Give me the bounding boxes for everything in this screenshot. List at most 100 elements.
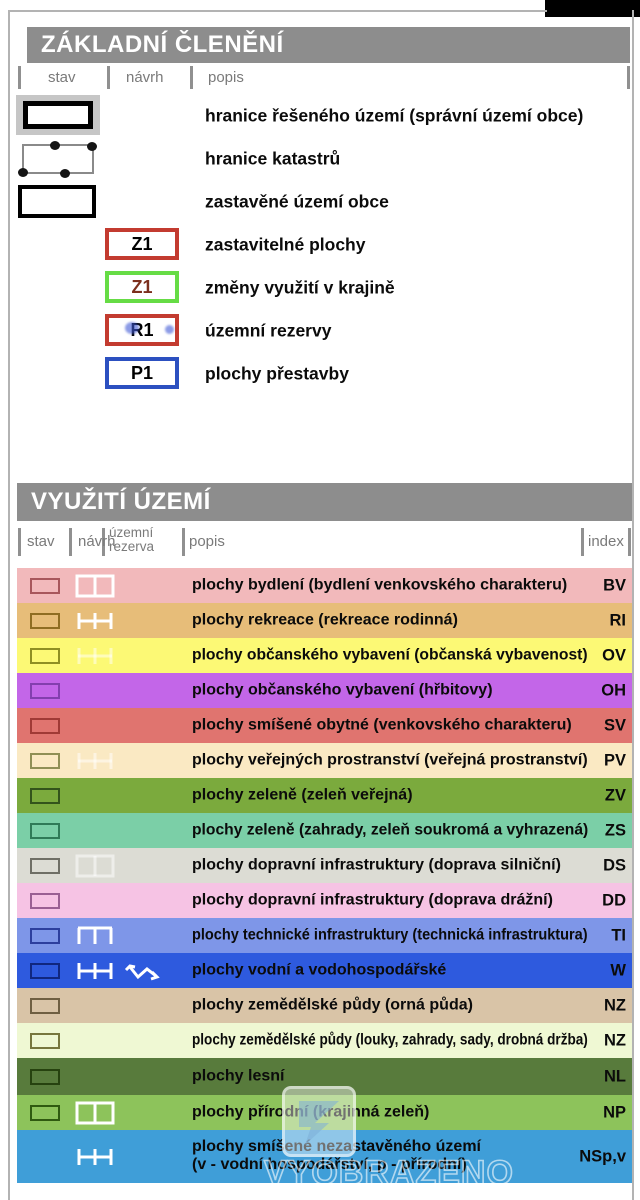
basic-legend-item: P1 plochy přestavby <box>8 352 632 395</box>
column-label-navrh: návrh <box>78 533 116 550</box>
row-label: plochy veřejných prostranství (veřejná p… <box>192 751 588 769</box>
stav-swatch-icon <box>30 647 60 664</box>
row-label: plochy smíšené nezastavěného území (v - v… <box>192 1137 481 1174</box>
basic-legend-items: hranice řešeného území (správní území ob… <box>8 94 632 395</box>
row-index: BV <box>603 576 626 594</box>
basic-item-label: hranice katastrů <box>205 148 341 168</box>
code-box-z1: Z1 <box>105 271 179 303</box>
row-label: plochy občanského vybavení (občanská vyb… <box>192 646 588 664</box>
row-index: DD <box>602 891 626 909</box>
frame-border-left <box>8 10 10 1200</box>
use-row-w: plochy vodní a vodohospodářské W <box>17 953 632 988</box>
row-index: NL <box>604 1067 626 1085</box>
basic-legend-item: R1 územní rezervy <box>8 309 632 352</box>
fence-icon <box>77 962 113 979</box>
row-index: NZ <box>604 996 626 1014</box>
basic-legend-item: Z1 změny využití v krajině <box>8 266 632 309</box>
basic-legend-item: hranice řešeného území (správní území ob… <box>8 94 632 137</box>
use-row-sv: plochy smíšené obytné (venkovského chara… <box>17 708 632 743</box>
row-label: plochy zeleně (zahrady, zeleň soukromá a… <box>192 821 589 839</box>
row-index: W <box>610 961 626 979</box>
stav-swatch-icon <box>30 1032 60 1049</box>
fence-icon <box>77 612 113 629</box>
cadastre-boundary-icon <box>18 141 97 178</box>
row-index: RI <box>609 611 627 629</box>
code-box-r1: R1 <box>105 314 179 346</box>
use-row-ds: plochy dopravní infrastruktury (doprava … <box>17 848 632 883</box>
row-index: PV <box>603 751 626 769</box>
column-label-popis: popis <box>208 69 244 86</box>
use-row-nl: plochy lesní NL <box>17 1058 632 1095</box>
navrh-icon <box>75 643 115 669</box>
divided-rect-icon <box>75 574 115 597</box>
navrh-icon <box>75 1100 115 1126</box>
use-row-bv: plochy bydlení (bydlení venkovského char… <box>17 568 632 603</box>
stav-swatch-icon <box>30 1068 60 1085</box>
row-label: plochy zeleně (zeleň veřejná) <box>192 786 413 804</box>
rezerva-icon <box>123 958 163 984</box>
row-label: plochy rekreace (rekreace rodinná) <box>192 611 458 629</box>
frame-border-right <box>632 10 634 1200</box>
row-index: OV <box>602 646 626 664</box>
column-separator <box>190 66 193 89</box>
row-label: plochy občanského vybavení (hřbitovy) <box>192 681 493 699</box>
basic-item-label: zastavěné území obce <box>205 191 389 211</box>
column-separator <box>18 528 21 556</box>
column-label-uzemni-rezerva: územní rezerva <box>109 525 155 555</box>
basic-column-header: stav návrh popis <box>8 64 632 94</box>
navrh-icon <box>75 608 115 634</box>
navrh-icon <box>75 958 115 984</box>
column-label-index: index <box>588 533 624 550</box>
basic-item-label: plochy přestavby <box>205 363 349 383</box>
row-index: NP <box>603 1103 626 1121</box>
code-box-z1: Z1 <box>105 228 179 260</box>
stav-swatch-icon <box>30 682 60 699</box>
stav-swatch-icon <box>30 752 60 769</box>
navrh-icon <box>75 573 115 599</box>
basic-item-label: zastavitelné plochy <box>205 234 366 254</box>
column-label-stav: stav <box>48 69 76 86</box>
basic-legend-item: Z1 zastavitelné plochy <box>8 223 632 266</box>
use-row-zv: plochy zeleně (zeleň veřejná) ZV <box>17 778 632 813</box>
section-title-zakladni-cleneni: ZÁKLADNÍ ČLENĚNÍ <box>27 27 630 63</box>
column-separator <box>182 528 185 556</box>
row-index: TI <box>611 926 626 944</box>
row-index: SV <box>603 716 626 734</box>
row-label: plochy vodní a vodohospodářské <box>192 961 447 979</box>
row-index: ZV <box>604 786 626 804</box>
column-separator <box>107 66 110 89</box>
use-legend-rows: plochy bydlení (bydlení venkovského char… <box>17 568 632 1183</box>
divided-rect-icon <box>75 854 115 877</box>
stav-swatch-icon <box>30 962 60 979</box>
stav-swatch-icon <box>30 822 60 839</box>
column-separator <box>628 528 631 556</box>
stav-swatch-icon <box>30 892 60 909</box>
navrh-icon <box>75 748 115 774</box>
basic-legend-item: hranice katastrů <box>8 137 632 180</box>
stav-swatch-icon <box>30 717 60 734</box>
row-index: OH <box>601 681 626 699</box>
row-index: ZS <box>604 821 626 839</box>
zigzag-arrows-icon <box>124 963 160 980</box>
blue-mark <box>165 325 174 334</box>
column-separator <box>581 528 584 556</box>
stav-swatch-icon <box>30 577 60 594</box>
row-label: plochy zemědělské půdy (louky, zahrady, … <box>192 1031 588 1049</box>
use-row-pv: plochy veřejných prostranství (veřejná p… <box>17 743 632 778</box>
built-up-boundary-icon <box>18 185 96 218</box>
use-row-nz: plochy zemědělské půdy (orná půda) NZ <box>17 988 632 1023</box>
use-row-ti: plochy technické infrastruktury (technic… <box>17 918 632 953</box>
row-label: plochy lesní <box>192 1067 285 1085</box>
stav-swatch-icon <box>30 927 60 944</box>
basic-item-label: územní rezervy <box>205 320 332 340</box>
column-separator <box>102 528 105 556</box>
top-black-bar <box>545 0 640 17</box>
row-label: plochy bydlení (bydlení venkovského char… <box>192 576 568 594</box>
frame-border-top <box>8 10 547 12</box>
divided-rect-icon <box>75 1101 115 1124</box>
column-label-stav: stav <box>27 533 55 550</box>
use-row-nspv: plochy smíšené nezastavěného území (v - v… <box>17 1130 632 1183</box>
column-separator <box>69 528 72 556</box>
stav-swatch-icon <box>30 612 60 629</box>
